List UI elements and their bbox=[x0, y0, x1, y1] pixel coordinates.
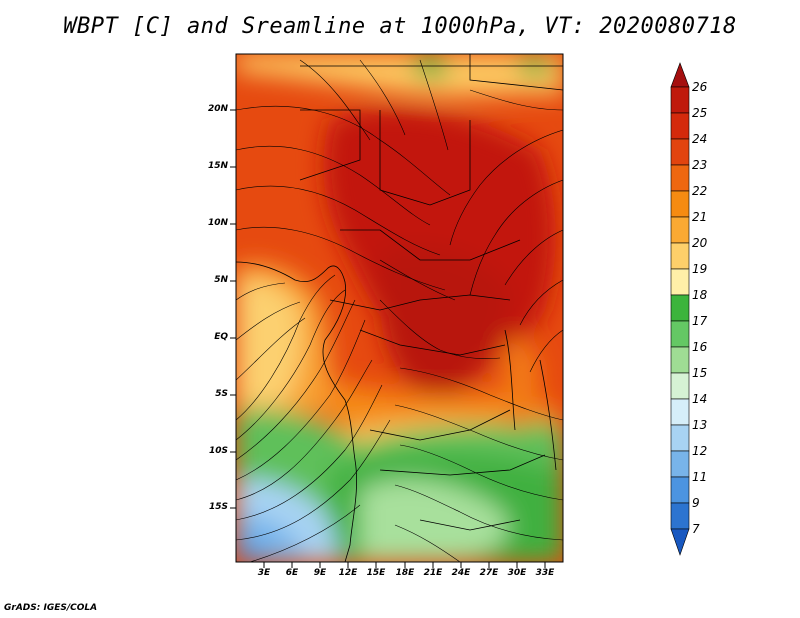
colorbar-label-25: 25 bbox=[692, 106, 708, 120]
colorbar-label-12: 12 bbox=[692, 444, 708, 458]
colorbar-label-11: 11 bbox=[692, 470, 708, 484]
axis-ticks bbox=[230, 109, 546, 568]
lon-label-12e: 12E bbox=[338, 568, 358, 578]
lat-label-5n: 5N bbox=[214, 275, 228, 285]
colorbar-swatch-9 bbox=[670, 294, 690, 322]
lon-label-27e: 27E bbox=[479, 568, 499, 578]
country-borders bbox=[236, 54, 563, 562]
colorbar-swatch-17 bbox=[670, 502, 690, 530]
colorbar-swatch-1 bbox=[670, 86, 690, 114]
lon-label-30e: 30E bbox=[507, 568, 527, 578]
colorbar-label-9: 9 bbox=[692, 496, 700, 510]
colorbar bbox=[670, 62, 690, 556]
colorbar-label-24: 24 bbox=[692, 132, 708, 146]
map-frame bbox=[235, 53, 564, 563]
colorbar-swatch-16 bbox=[670, 476, 690, 504]
colorbar-swatch-11 bbox=[670, 346, 690, 374]
lon-label-21e: 21E bbox=[423, 568, 443, 578]
colorbar-swatch-6 bbox=[670, 216, 690, 244]
colorbar-swatch-13 bbox=[670, 398, 690, 426]
colorbar-label-19: 19 bbox=[692, 262, 708, 276]
colorbar-swatch-15 bbox=[670, 450, 690, 478]
colorbar-swatch-8 bbox=[670, 268, 690, 296]
grads-credit: GrADS: IGES/COLA bbox=[4, 603, 98, 613]
lat-label-5s: 5S bbox=[215, 389, 228, 399]
lon-label-6e: 6E bbox=[285, 568, 299, 578]
colorbar-swatch-2 bbox=[670, 112, 690, 140]
colorbar-label-26: 26 bbox=[692, 80, 708, 94]
streamlines bbox=[236, 59, 563, 562]
colorbar-label-22: 22 bbox=[692, 184, 708, 198]
lat-label-20n: 20N bbox=[207, 104, 228, 114]
colorbar-swatch-4 bbox=[670, 164, 690, 192]
colorbar-swatch-10 bbox=[670, 320, 690, 348]
lat-label-eq: EQ bbox=[214, 332, 228, 342]
colorbar-bottom-arrow bbox=[670, 528, 690, 556]
colorbar-label-14: 14 bbox=[692, 392, 708, 406]
colorbar-swatch-14 bbox=[670, 424, 690, 452]
lon-label-24e: 24E bbox=[451, 568, 471, 578]
colorbar-label-16: 16 bbox=[692, 340, 708, 354]
colorbar-swatch-12 bbox=[670, 372, 690, 400]
colorbar-top-arrow bbox=[670, 62, 690, 88]
colorbar-swatch-7 bbox=[670, 242, 690, 270]
colorbar-label-21: 21 bbox=[692, 210, 708, 224]
colorbar-swatch-5 bbox=[670, 190, 690, 218]
colorbar-label-23: 23 bbox=[692, 158, 708, 172]
map-title: WBPT [C] and Sreamline at 1000hPa, VT: 2… bbox=[63, 14, 737, 39]
colorbar-label-17: 17 bbox=[692, 314, 708, 328]
colorbar-label-15: 15 bbox=[692, 366, 708, 380]
colorbar-label-18: 18 bbox=[692, 288, 708, 302]
lat-label-10n: 10N bbox=[207, 218, 228, 228]
lon-label-33e: 33E bbox=[535, 568, 555, 578]
lat-label-10s: 10S bbox=[208, 446, 228, 456]
colorbar-label-20: 20 bbox=[692, 236, 708, 250]
lat-label-15n: 15N bbox=[207, 161, 228, 171]
lon-label-15e: 15E bbox=[366, 568, 386, 578]
lon-label-9e: 9E bbox=[313, 568, 327, 578]
colorbar-swatch-3 bbox=[670, 138, 690, 166]
wbpt-shading bbox=[236, 54, 563, 562]
lon-label-3e: 3E bbox=[257, 568, 271, 578]
lat-label-15s: 15S bbox=[208, 502, 228, 512]
lon-label-18e: 18E bbox=[395, 568, 415, 578]
colorbar-label-7: 7 bbox=[692, 522, 700, 536]
colorbar-label-13: 13 bbox=[692, 418, 708, 432]
